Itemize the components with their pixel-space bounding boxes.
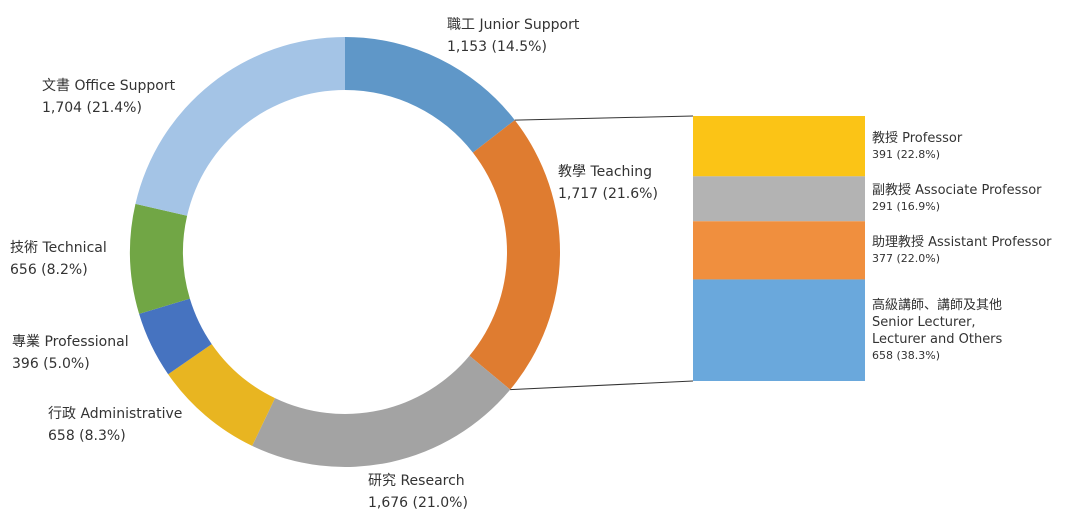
segment-value: 1,153 (14.5%) [447, 39, 547, 55]
donut-segment [252, 355, 511, 467]
donut-segment [469, 120, 560, 390]
stack-value: 658 (38.3%) [872, 348, 941, 362]
donut-segment [168, 344, 276, 446]
segment-value: 656 (8.2%) [10, 262, 88, 278]
stack-label: 助理教授 Assistant Professor [872, 234, 1052, 250]
segment-label: 職工 Junior Support [447, 17, 580, 33]
stack-segment [693, 116, 865, 177]
donut-segment [135, 37, 345, 216]
segment-label: 行政 Administrative [48, 406, 183, 422]
donut-segment [139, 298, 212, 375]
segment-value: 658 (8.3%) [48, 428, 126, 444]
segment-value: 1,676 (21.0%) [368, 495, 468, 510]
stack-segment [693, 221, 865, 280]
segment-label: 專業 Professional [12, 334, 129, 350]
segment-label: 研究 Research [368, 473, 465, 489]
stack-label: 教授 Professor [872, 130, 963, 146]
segment-label: 文書 Office Support [42, 78, 176, 94]
stack-segment [693, 279, 865, 381]
stack-value: 291 (16.9%) [872, 200, 941, 214]
connector [510, 380, 694, 391]
stack-label: 副教授 Associate Professor [872, 183, 1042, 199]
segment-value: 396 (5.0%) [12, 356, 90, 372]
segment-value: 1,704 (21.4%) [42, 100, 142, 116]
donut-segment [345, 37, 515, 153]
stack-label: 高級講師、講師及其他 Senior Lecturer, Lecturer and… [872, 297, 1003, 347]
stack-segment [693, 176, 865, 222]
segment-label: 技術 Technical [10, 240, 107, 256]
stack-value: 391 (22.8%) [872, 147, 941, 161]
donut-segment [130, 203, 190, 314]
segment-label: 教學 Teaching [558, 164, 653, 180]
connector [514, 115, 694, 121]
segment-value: 1,717 (21.6%) [558, 186, 658, 202]
stack-value: 377 (22.0%) [872, 251, 941, 265]
